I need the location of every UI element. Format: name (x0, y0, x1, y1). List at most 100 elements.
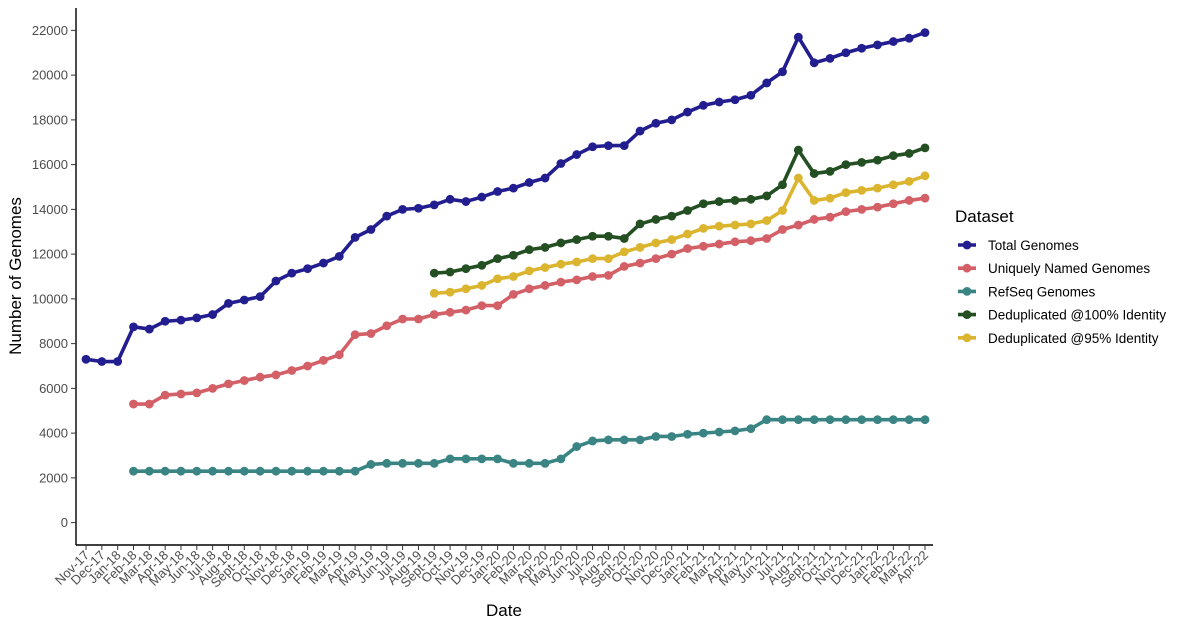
data-point (588, 231, 597, 241)
data-point (129, 399, 138, 409)
data-point (619, 234, 629, 243)
data-point (524, 178, 534, 187)
data-point (366, 225, 376, 234)
data-point (778, 67, 787, 77)
data-point (429, 310, 439, 319)
data-point (160, 390, 170, 400)
data-point (540, 281, 550, 290)
data-point (857, 415, 867, 425)
data-point (809, 415, 819, 425)
data-point (793, 415, 803, 425)
data-point (477, 301, 487, 310)
y-tick-label: 6000 (39, 381, 68, 396)
data-point (524, 245, 534, 255)
data-point (904, 149, 914, 158)
data-point (445, 307, 455, 317)
data-point (635, 258, 645, 268)
data-point (778, 180, 787, 190)
x-axis-title: Date (486, 601, 522, 620)
legend-item: Deduplicated @95% Identity (958, 331, 1159, 346)
data-point (509, 272, 518, 281)
data-point (461, 197, 471, 206)
data-point (698, 428, 708, 438)
data-point (382, 458, 392, 468)
data-point (461, 454, 471, 464)
data-point (651, 238, 661, 248)
legend-key-point (962, 310, 972, 319)
data-point (730, 196, 740, 205)
data-point (509, 458, 518, 468)
data-point (714, 221, 724, 231)
data-point (683, 244, 692, 253)
data-point (841, 160, 851, 170)
data-point (873, 40, 882, 50)
data-point (888, 37, 898, 46)
data-point (271, 466, 281, 476)
data-point (873, 183, 882, 193)
data-point (619, 435, 629, 445)
data-point (287, 366, 297, 375)
x-axis-ticks: Nov-17Dec-17Jan-18Feb-18Mar-18Apr-18May-… (52, 545, 931, 590)
data-point (160, 466, 170, 476)
series-group (129, 193, 930, 409)
data-point (224, 466, 233, 476)
data-point (509, 183, 518, 193)
legend-title: Dataset (955, 207, 1014, 226)
data-point (635, 243, 645, 252)
data-point (888, 199, 898, 209)
data-point (667, 235, 677, 244)
data-point (477, 454, 487, 464)
data-point (445, 454, 455, 464)
data-point (303, 361, 313, 371)
data-point (841, 415, 851, 425)
data-point (698, 100, 708, 110)
y-tick-label: 2000 (39, 470, 68, 485)
data-point (793, 32, 803, 42)
data-point (540, 243, 550, 252)
data-point (113, 357, 123, 366)
data-point (398, 458, 408, 468)
data-point (524, 266, 534, 276)
data-point (873, 415, 882, 425)
data-point (477, 192, 487, 202)
data-point (461, 284, 471, 294)
data-point (904, 196, 914, 205)
data-point (904, 177, 914, 186)
data-point (224, 298, 233, 308)
data-point (619, 141, 629, 151)
data-point (841, 207, 851, 217)
data-point (556, 259, 566, 269)
data-point (509, 250, 518, 260)
data-point (208, 383, 218, 393)
data-point (873, 155, 882, 165)
data-point (825, 166, 835, 176)
data-point (651, 432, 661, 441)
data-point (825, 53, 835, 63)
y-tick-label: 12000 (32, 247, 68, 262)
data-point (730, 237, 740, 247)
data-point (825, 415, 835, 425)
y-tick-label: 20000 (32, 68, 68, 83)
legend-items: Total Genomes Uniquely Named Genomes RefSe… (958, 238, 1166, 346)
series-layer (81, 28, 930, 476)
y-tick-label: 22000 (32, 23, 68, 38)
data-point (730, 426, 740, 436)
data-point (793, 173, 803, 183)
data-point (334, 251, 344, 261)
data-point (603, 231, 613, 241)
data-point (97, 357, 107, 366)
data-point (762, 234, 772, 243)
data-point (176, 466, 186, 476)
data-point (667, 249, 677, 259)
data-point (603, 435, 613, 445)
data-point (287, 466, 297, 476)
data-point (651, 254, 661, 263)
data-point (319, 258, 328, 268)
data-point (572, 150, 582, 159)
data-point (255, 292, 265, 302)
data-point (524, 284, 534, 294)
data-point (477, 260, 487, 270)
legend-key-point (962, 333, 972, 343)
data-point (762, 216, 772, 225)
data-point (556, 277, 566, 287)
